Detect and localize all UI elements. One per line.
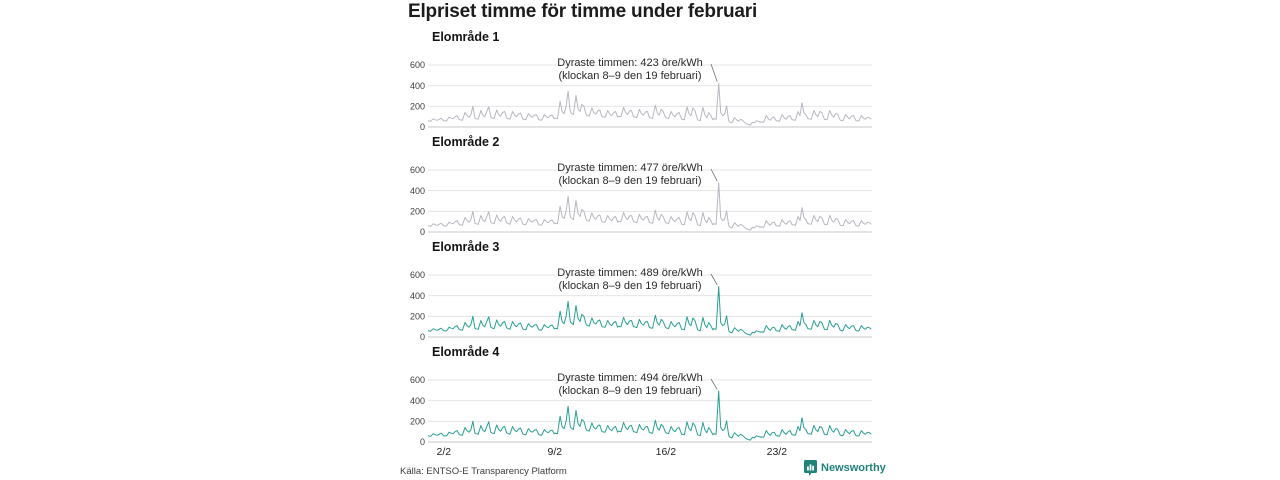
- y-tick-label: 200: [410, 102, 425, 112]
- subchart-plot: 0 200 400 600 Dyraste timmen: 477 öre/kWh(kl…: [410, 162, 872, 237]
- y-tick-label: 600: [410, 60, 425, 70]
- newsworthy-bar-chart-bubble-icon: [804, 460, 817, 476]
- subchart-1: Elområde 1 0 200 400 600 Dyraste timmen: 423…: [400, 26, 882, 158]
- y-tick-label: 0: [420, 437, 425, 447]
- annotation-line2: (klockan 8–9 den 19 februari): [558, 385, 701, 397]
- subchart-title: Elområde 2: [432, 135, 500, 149]
- x-tick-label: 16/2: [656, 446, 677, 458]
- subchart-title: Elområde 1: [432, 30, 500, 44]
- y-tick-label: 400: [410, 291, 425, 301]
- annotation-line2: (klockan 8–9 den 19 februari): [558, 280, 701, 292]
- subchart-title: Elområde 4: [432, 345, 500, 359]
- annotation-line2: (klockan 8–9 den 19 februari): [558, 175, 701, 187]
- subchart-title: Elområde 3: [432, 240, 500, 254]
- y-tick-label: 600: [410, 270, 425, 280]
- y-tick-label: 400: [410, 81, 425, 91]
- y-tick-label: 200: [410, 417, 425, 427]
- annotation-pointer: [710, 378, 718, 390]
- annotation-line1: Dyraste timmen: 477 öre/kWh: [557, 162, 703, 174]
- price-line: [427, 390, 872, 441]
- annotation-line1: Dyraste timmen: 494 öre/kWh: [557, 372, 703, 384]
- source-text: Källa: ENTSO-E Transparency Platform: [400, 466, 567, 477]
- subchart-plot: 0 200 400 600 Dyraste timmen: 494 öre/kWh(kl…: [410, 372, 872, 458]
- subchart-3: Elområde 3 0 200 400 600 Dyraste timmen: 489…: [400, 236, 882, 368]
- y-tick-label: 400: [410, 396, 425, 406]
- x-tick-label: 2/2: [437, 446, 452, 458]
- price-line: [427, 182, 872, 231]
- annotation-pointer: [710, 273, 718, 286]
- annotation-pointer: [710, 168, 718, 182]
- y-tick-label: 600: [410, 375, 425, 385]
- y-tick-label: 600: [410, 165, 425, 175]
- subchart-plot: 0 200 400 600 Dyraste timmen: 489 öre/kWh(kl…: [410, 267, 872, 342]
- x-tick-label: 9/2: [548, 446, 563, 458]
- annotation-pointer: [710, 63, 718, 82]
- y-tick-label: 0: [420, 332, 425, 342]
- y-tick-label: 200: [410, 312, 425, 322]
- subchart-plot: 0 200 400 600 Dyraste timmen: 423 öre/kWh(kl…: [410, 57, 872, 132]
- y-tick-label: 0: [420, 227, 425, 237]
- x-tick-label: 23/2: [767, 446, 788, 458]
- y-tick-label: 0: [420, 122, 425, 132]
- annotation-line1: Dyraste timmen: 489 öre/kWh: [557, 267, 703, 279]
- chart-title: Elpriset timme för timme under februari: [408, 1, 758, 22]
- newsworthy-logo[interactable]: Newsworthy: [804, 460, 886, 476]
- price-line: [427, 286, 872, 336]
- price-line: [427, 82, 872, 126]
- y-tick-label: 400: [410, 186, 425, 196]
- annotation-line2: (klockan 8–9 den 19 februari): [558, 70, 701, 82]
- subchart-2: Elområde 2 0 200 400 600 Dyraste timmen: 477…: [400, 131, 882, 263]
- annotation-line1: Dyraste timmen: 423 öre/kWh: [557, 57, 703, 69]
- subchart-4: Elområde 4 0 200 400 600 Dyraste timmen: 494…: [400, 341, 882, 473]
- y-tick-label: 200: [410, 207, 425, 217]
- newsworthy-brand-name: Newsworthy: [821, 462, 886, 474]
